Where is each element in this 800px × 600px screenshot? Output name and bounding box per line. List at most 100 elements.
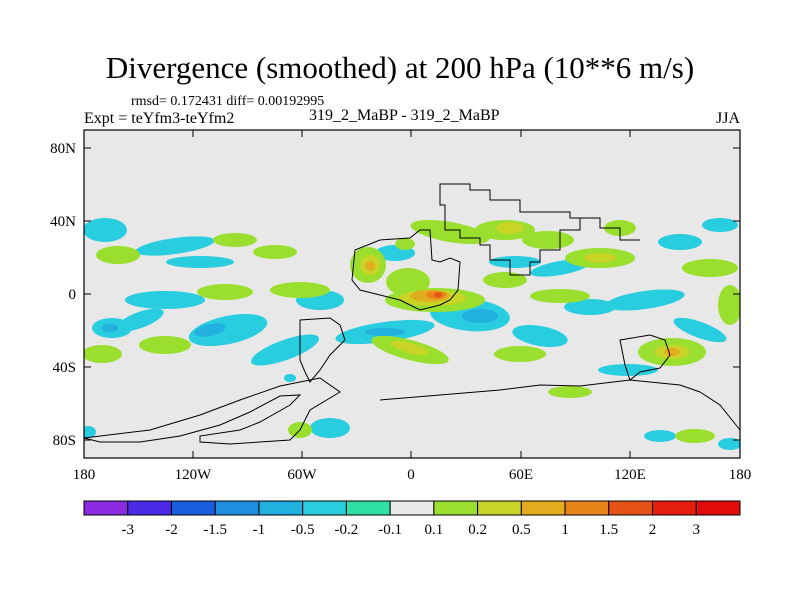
coast-africa <box>351 229 461 311</box>
plot-title: Divergence (smoothed) at 200 hPa (10**6 … <box>105 50 695 85</box>
colorbar-box <box>695 500 741 516</box>
neg-region <box>605 289 685 311</box>
colorbar-box <box>214 500 260 516</box>
colorbar-box <box>83 500 129 516</box>
lon-label: 60E <box>509 467 533 483</box>
neg-region <box>644 430 676 442</box>
neg-region <box>125 291 205 309</box>
lon-label: 180 <box>73 467 96 483</box>
pos-region <box>395 238 415 250</box>
pos-region <box>548 386 592 398</box>
neg-region <box>284 374 296 382</box>
pos-region-mid <box>496 222 524 234</box>
neg-region <box>512 325 568 347</box>
neg-region <box>250 334 320 366</box>
neg-region <box>564 299 616 315</box>
colorbar-label: 0.2 <box>468 522 487 538</box>
pos-region <box>253 245 297 259</box>
colorbar-label: 1.5 <box>599 522 618 538</box>
neg-region <box>84 218 127 242</box>
pos-region <box>213 233 257 247</box>
lon-label: 120E <box>614 467 646 483</box>
colorbar-box <box>170 500 216 516</box>
neg-region <box>489 256 541 268</box>
lat-ticks <box>84 147 740 441</box>
lon-label: 180 <box>729 467 752 483</box>
colorbar-label: 2 <box>649 522 657 538</box>
neg-region <box>702 218 738 232</box>
lat-label: 80N <box>50 141 76 157</box>
neg-region <box>310 418 350 438</box>
neg-region <box>84 426 96 438</box>
lat-label: 40S <box>53 360 76 376</box>
colorbar-box <box>127 500 172 516</box>
colorbar <box>83 500 741 516</box>
coast-east-antarctica <box>379 379 740 431</box>
colorbar-label: -2 <box>165 522 178 538</box>
pos-region-mid <box>390 340 430 356</box>
colorbar-label: 0.1 <box>424 522 443 538</box>
colorbar-label: -0.2 <box>335 522 359 538</box>
colorbar-box <box>608 500 654 516</box>
neg-region <box>718 438 740 450</box>
colorbar-label: 1 <box>561 522 569 538</box>
colorbar-box <box>477 500 522 516</box>
pos-region <box>682 259 738 277</box>
colorbar-label: -1 <box>253 522 266 538</box>
colorbar-label: -0.1 <box>378 522 402 538</box>
season-label: JJA <box>715 110 740 127</box>
pos-region-strong <box>664 348 680 356</box>
coast-eurasia <box>439 183 581 276</box>
colorbar-label: -3 <box>121 522 134 538</box>
pos-region <box>522 231 574 249</box>
colorbar-box <box>433 500 479 516</box>
lat-label: 40N <box>50 214 76 230</box>
colorbar-box <box>520 500 566 516</box>
lon-label: 120W <box>175 467 213 483</box>
pos-region-strong <box>365 261 375 271</box>
colorbar-box <box>345 500 391 516</box>
colorbar-label: -1.5 <box>203 522 227 538</box>
coast-asia-east <box>580 217 640 241</box>
coast-antarctica <box>84 377 341 445</box>
pos-region <box>718 285 740 325</box>
colorbar-label: 0.5 <box>512 522 531 538</box>
lon-label: 60W <box>287 467 317 483</box>
lon-ticks <box>83 130 741 458</box>
neg-region <box>598 364 658 376</box>
pos-region <box>483 272 527 288</box>
coast-south-america <box>299 317 346 383</box>
coast-australia <box>619 334 671 381</box>
neg-region <box>658 234 702 250</box>
neg-region <box>673 317 727 343</box>
colorbar-box <box>302 500 347 516</box>
experiment-label: Expt = teYfm3-teYfm2 <box>84 110 235 127</box>
neg-region <box>166 256 234 268</box>
neg-region-strong <box>194 323 226 337</box>
lat-label: 80S <box>53 433 76 449</box>
pos-region <box>270 282 330 298</box>
pos-region <box>675 429 715 443</box>
neg-region-strong <box>462 309 498 323</box>
pos-region-max <box>434 292 442 298</box>
colorbar-label: 3 <box>693 522 701 538</box>
lon-label: 0 <box>407 467 415 483</box>
colorbar-box <box>564 500 610 516</box>
pos-region <box>530 289 590 303</box>
divergence-field <box>84 218 740 450</box>
lat-label: 0 <box>69 287 77 303</box>
neg-region <box>116 308 164 332</box>
pos-region <box>84 345 122 363</box>
colorbar-box <box>258 500 304 516</box>
pos-region <box>494 346 546 362</box>
pos-region <box>96 246 140 264</box>
colorbar-label: -0.5 <box>291 522 315 538</box>
pos-region <box>197 284 253 300</box>
pos-region-mid <box>584 253 616 263</box>
neg-region-strong <box>102 324 118 332</box>
lat-labels: 80N 40N 0 40S 80S <box>50 141 76 449</box>
case-label: 319_2_MaBP - 319_2_MaBP <box>309 107 500 124</box>
colorbar-box <box>652 500 697 516</box>
colorbar-labels: -3 -2 -1.5 -1 -0.5 -0.2 -0.1 0.1 0.2 0.5 1 1.5 2 3 <box>121 522 700 538</box>
